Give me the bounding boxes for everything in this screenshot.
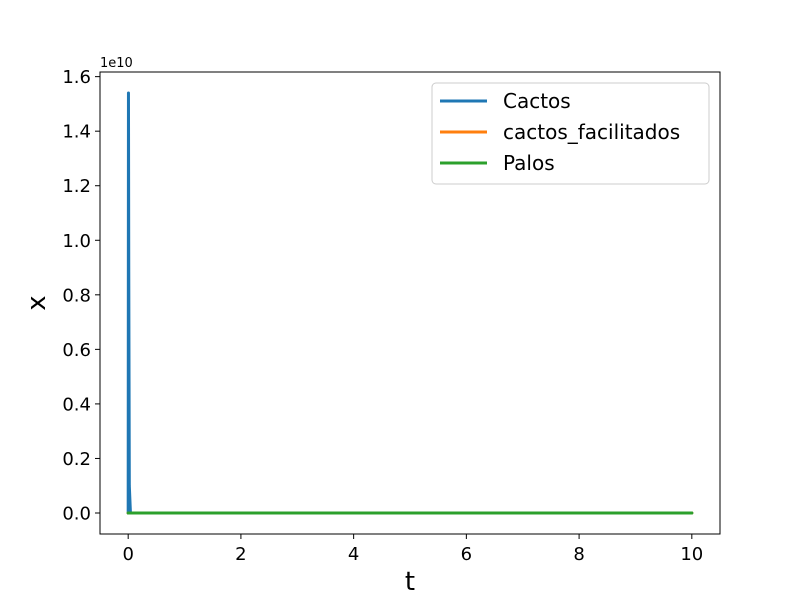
y-tick-label: 1.2 bbox=[62, 176, 91, 197]
x-tick-label: 4 bbox=[348, 544, 359, 565]
y-tick-label: 1.0 bbox=[62, 231, 91, 252]
y-tick-label: 0.0 bbox=[62, 504, 91, 525]
y-tick-label: 0.6 bbox=[62, 340, 91, 361]
x-axis-label: t bbox=[405, 567, 415, 597]
legend-label-1: Cactos bbox=[503, 89, 571, 113]
y-axis-ticks: 0.0 0.2 0.4 0.6 0.8 1.0 1.2 1.4 1.6 bbox=[62, 67, 100, 525]
y-tick-label: 1.4 bbox=[62, 122, 91, 143]
y-tick-label: 0.8 bbox=[62, 285, 91, 306]
y-tick-label: 0.4 bbox=[62, 394, 91, 415]
y-tick-label: 0.2 bbox=[62, 449, 91, 470]
y-tick-label: 1.6 bbox=[62, 67, 91, 88]
legend-box bbox=[431, 82, 710, 185]
x-tick-label: 2 bbox=[235, 544, 246, 565]
legend-label-2: cactos_facilitados bbox=[503, 120, 680, 144]
x-tick-label: 10 bbox=[680, 544, 703, 565]
x-tick-label: 8 bbox=[573, 544, 584, 565]
legend-label-3: Palos bbox=[503, 151, 555, 175]
y-axis-label: x bbox=[22, 295, 52, 310]
x-tick-label: 6 bbox=[461, 544, 472, 565]
y-offset-label: 1e10 bbox=[100, 56, 133, 71]
plot-lines bbox=[126, 91, 694, 515]
x-tick-label: 0 bbox=[122, 544, 133, 565]
legend: Cactos cactos_facilitados Palos bbox=[431, 82, 710, 185]
axes-frame bbox=[99, 71, 721, 535]
x-axis-ticks: 0 2 4 6 8 10 bbox=[122, 534, 703, 565]
